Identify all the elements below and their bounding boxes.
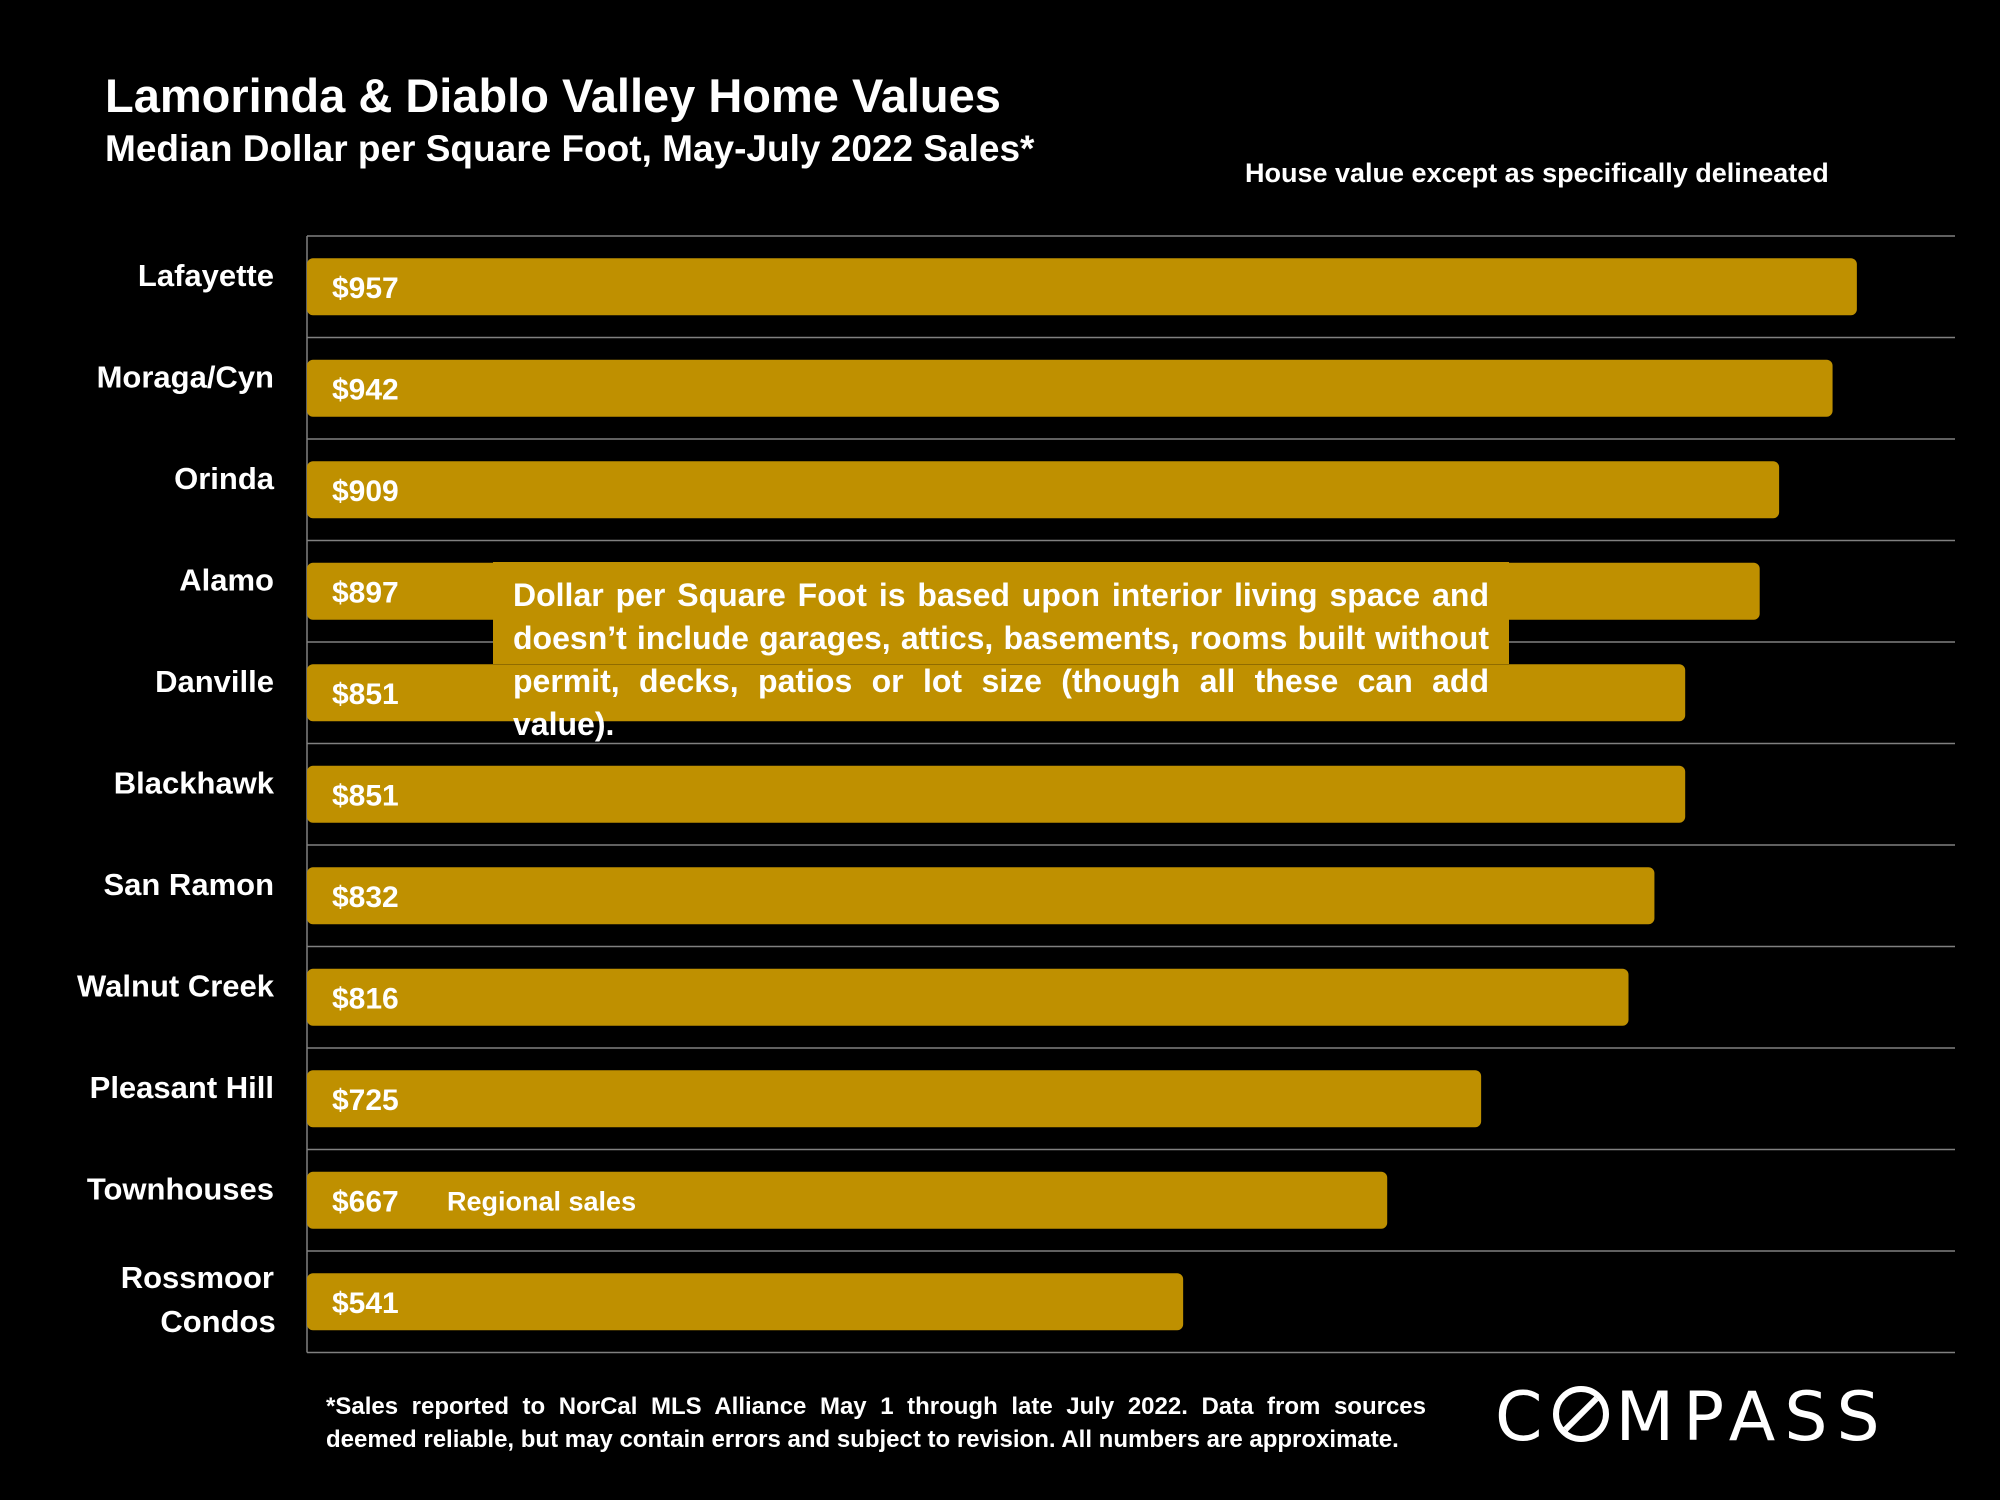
bar [307,1273,1184,1331]
category-label: Moraga/Cyn [97,359,274,394]
category-label: Rossmoor Condos [121,1260,276,1339]
category-label: San Ramon [103,867,274,902]
bar [307,258,1857,316]
data-label: $816 [332,982,399,1015]
category-label: Alamo [179,562,274,597]
data-label: $942 [332,373,399,406]
category-label: Walnut Creek [77,968,275,1003]
bar [307,664,1686,722]
category-label: Danville [155,664,274,699]
data-label: $897 [332,576,399,609]
category-label: Pleasant Hill [90,1070,274,1105]
chart-subtitle: Median Dollar per Square Foot, May-July … [105,128,1035,169]
bar [307,359,1833,417]
compass-logo: C MPASS [1495,1378,1889,1457]
data-label: $667 [332,1185,399,1218]
bar [307,867,1655,925]
data-label: $725 [332,1084,399,1117]
bar-annotation: Regional sales [447,1186,636,1216]
compass-o-icon [1553,1386,1610,1442]
dollar-per-sqft-callout: Dollar per Square Foot is based upon int… [493,562,1509,742]
bar [307,1070,1482,1128]
bar [307,765,1686,823]
sources-footnote: *Sales reported to NorCal MLS Alliance M… [326,1393,1426,1453]
data-label: $851 [332,779,399,812]
data-label: $541 [332,1287,399,1320]
data-label: $909 [332,475,399,508]
value-type-note: House value except as specifically delin… [1245,158,1829,188]
data-label: $832 [332,881,399,914]
category-label: Townhouses [87,1171,274,1206]
logo-text-end: MPASS [1615,1378,1889,1457]
bar [307,461,1780,519]
category-label: Lafayette [138,258,274,293]
data-label: $851 [332,678,399,711]
bar [307,1171,1388,1229]
data-label: $957 [332,272,399,305]
category-label: Orinda [174,461,275,496]
chart-title: Lamorinda & Diablo Valley Home Values [105,69,1001,122]
category-label: Blackhawk [114,765,275,800]
bar [307,968,1629,1026]
logo-text-start: C [1495,1378,1552,1457]
